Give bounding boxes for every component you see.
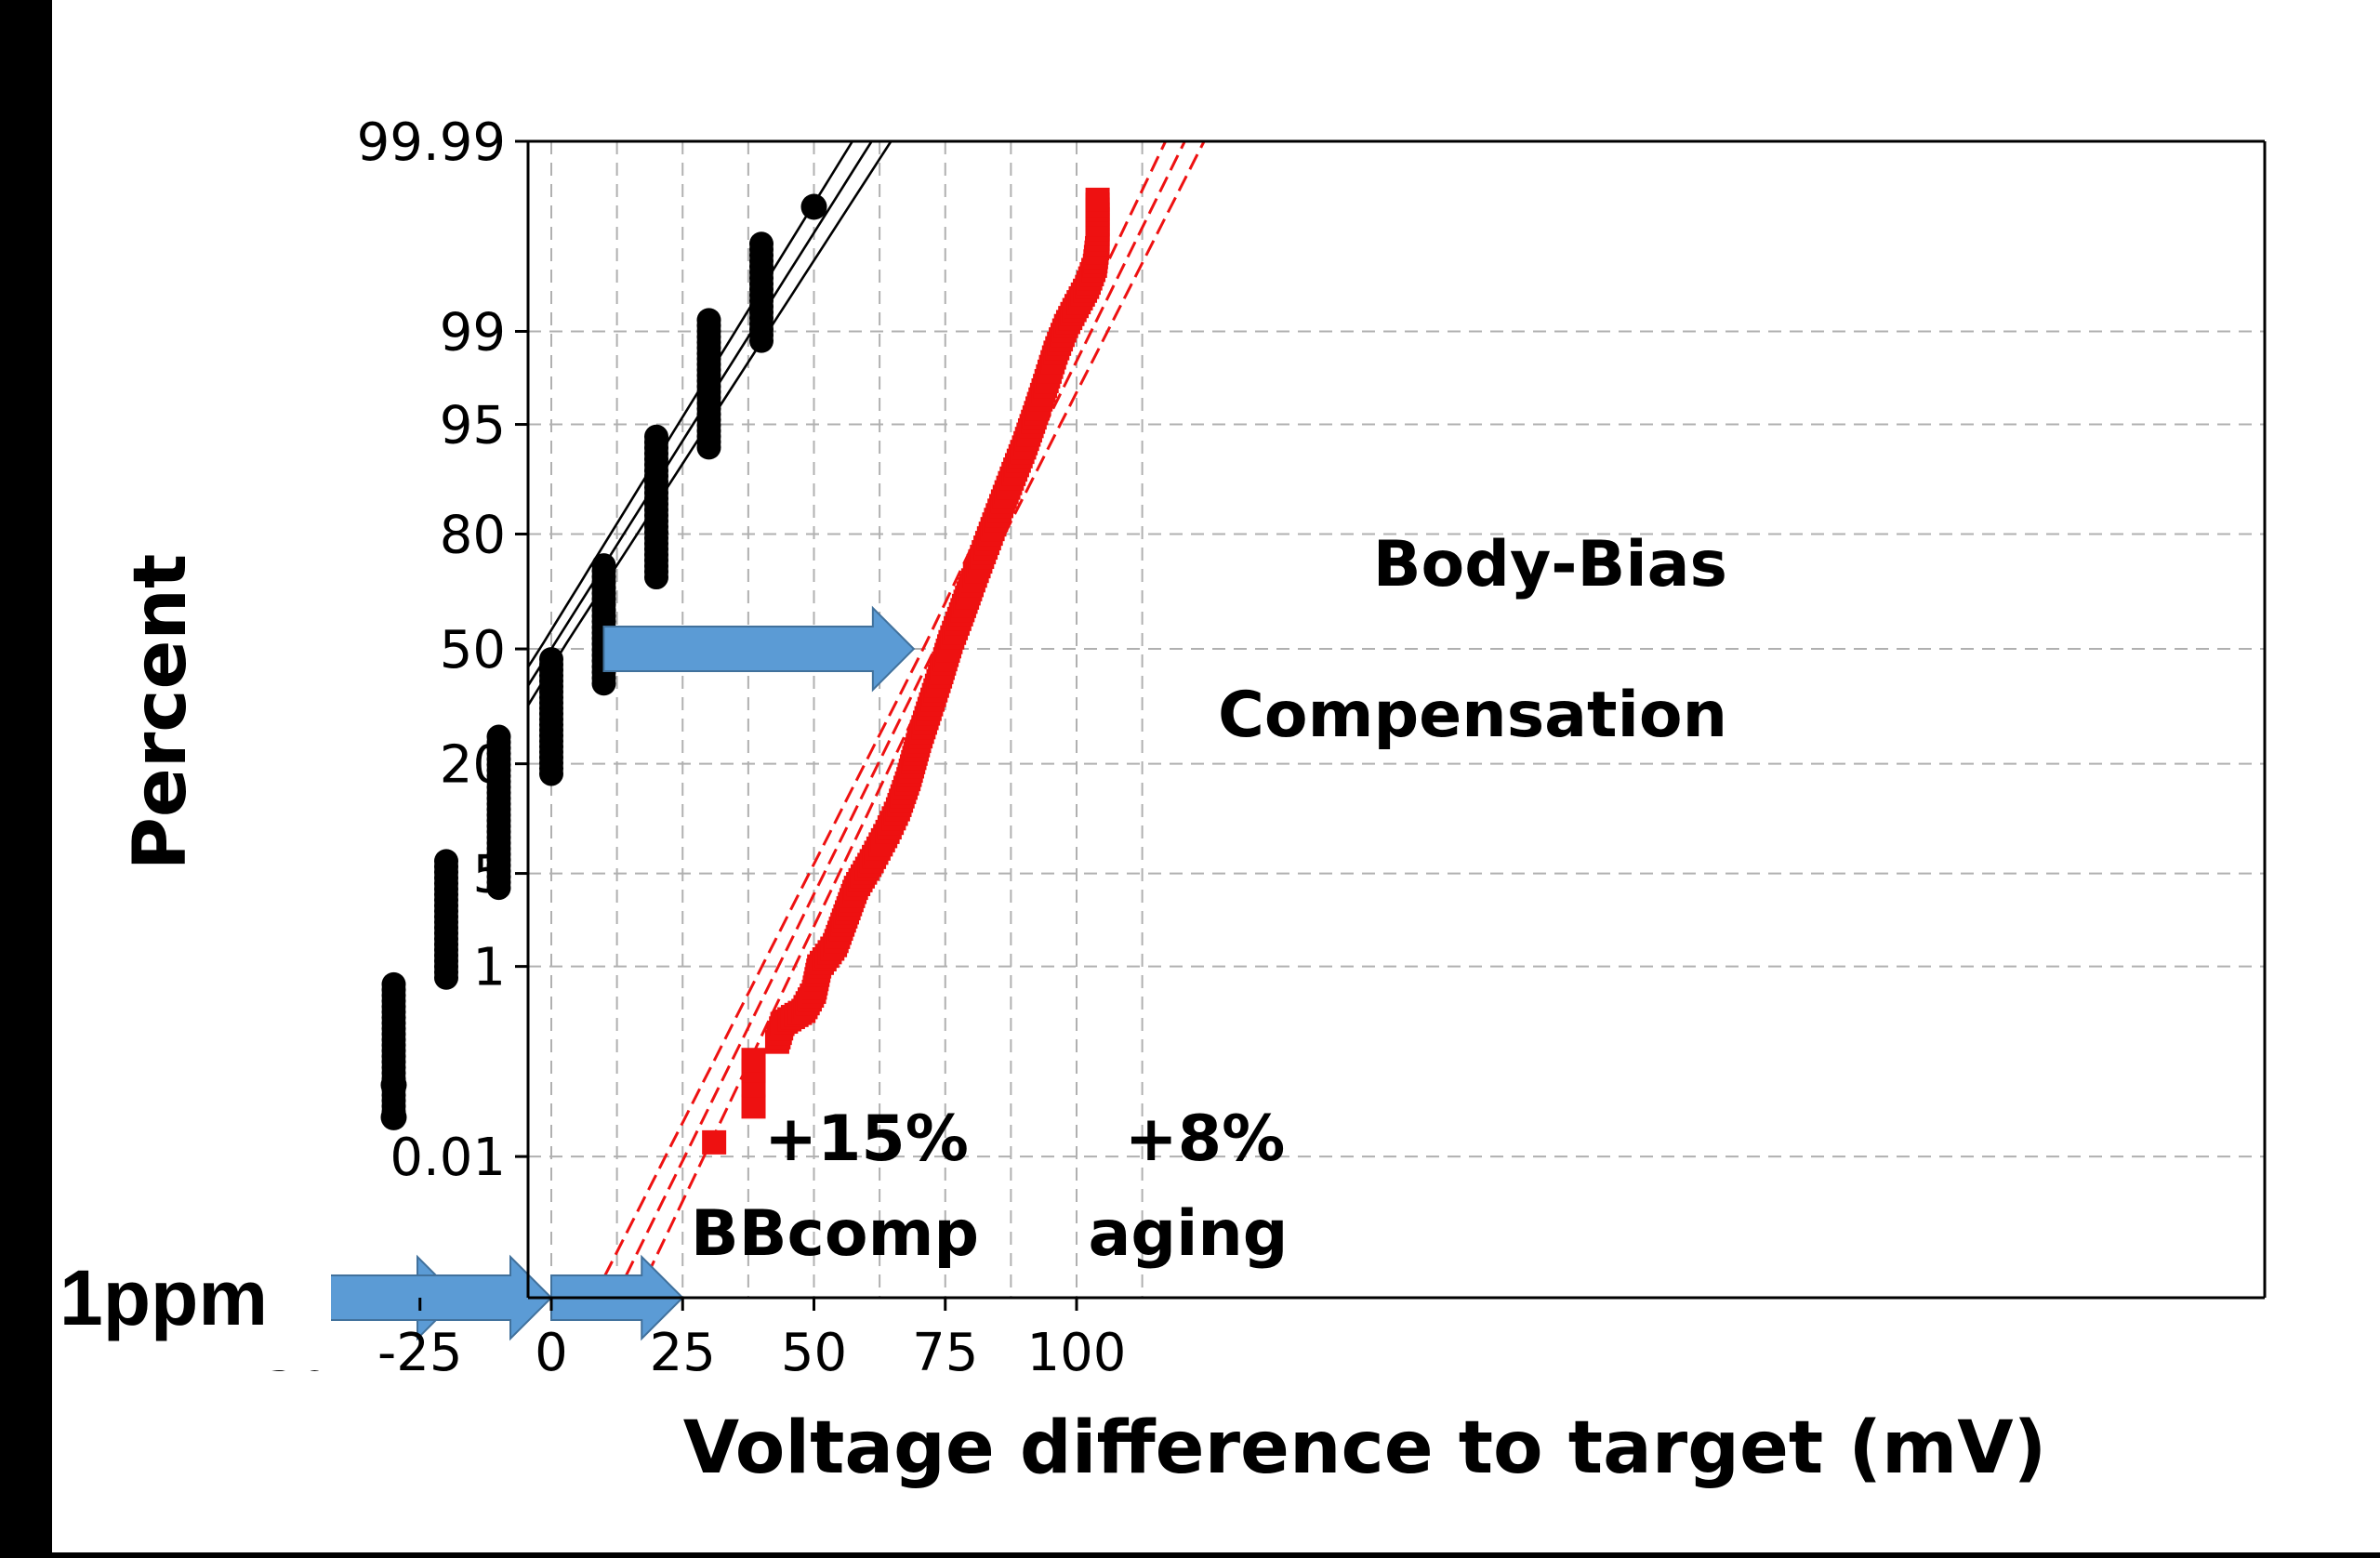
black-data-point <box>696 435 721 460</box>
red-data-point <box>702 1129 727 1155</box>
axes <box>287 139 2267 1311</box>
x-tick-label: 50 <box>781 1323 847 1383</box>
aging-percent-label: +8% <box>1125 1102 1285 1176</box>
black-data-point <box>591 671 616 696</box>
red-data-point <box>1085 187 1110 212</box>
compensation-label: Compensation <box>1218 679 1727 752</box>
y-tick-label: 0.01 <box>390 1128 506 1188</box>
x-tick-label: -25 <box>377 1323 462 1383</box>
red-data-point <box>741 1094 766 1119</box>
x-tick-label: 100 <box>1027 1323 1127 1383</box>
y-axis-title: Percent <box>119 554 203 871</box>
aging-label: aging <box>1089 1197 1289 1271</box>
fit-lines <box>528 141 1206 1298</box>
data-points <box>380 187 1110 1155</box>
x-tick-label: 25 <box>650 1323 716 1383</box>
y-tick-label: 1 <box>472 938 506 998</box>
red-data-point <box>741 1048 766 1073</box>
black-data-point <box>434 965 458 990</box>
bbcomp-label: BBcomp <box>691 1197 979 1271</box>
body-bias-label: Body-Bias <box>1373 528 1727 601</box>
y-tick-label: 95 <box>440 396 506 456</box>
black-data-point <box>800 193 827 220</box>
ppm-label-box <box>80 1221 331 1370</box>
x-tick-label: 75 <box>912 1323 978 1383</box>
black-data-point <box>380 1103 407 1130</box>
red-fit-line-center <box>614 141 1186 1298</box>
probability-plot: -50-2502550751000.0115205080959999.99Vol… <box>119 112 2267 1490</box>
black-data-point <box>749 328 774 353</box>
black-data-point <box>380 1072 407 1099</box>
x-axis-title: Voltage difference to target (mV) <box>683 1406 2047 1490</box>
black-data-point <box>539 761 563 786</box>
y-tick-label: 50 <box>440 620 506 680</box>
bbcomp-percent-label: +15% <box>764 1102 969 1176</box>
black-data-point <box>486 876 511 901</box>
chart-canvas: -50-2502550751000.0115205080959999.99Vol… <box>52 0 2380 1552</box>
black-data-point <box>644 565 668 590</box>
black-fit-line-lower-band <box>528 141 854 669</box>
ppm-label: 1ppm <box>60 1254 269 1341</box>
body-bias-arrow <box>602 605 916 693</box>
x-tick-label: 0 <box>535 1323 568 1383</box>
y-tick-label: 80 <box>440 505 506 565</box>
y-tick-label: 5 <box>472 845 506 905</box>
y-tick-label: 20 <box>440 735 506 796</box>
y-tick-label: 99 <box>440 302 506 363</box>
y-tick-label: 99.99 <box>357 112 506 173</box>
annotation-arrows <box>261 605 916 1341</box>
